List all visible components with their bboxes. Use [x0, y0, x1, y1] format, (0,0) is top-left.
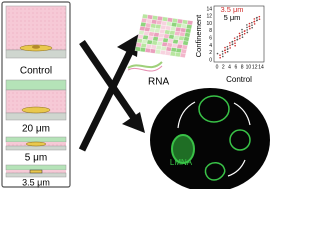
- heatmap-cell: [179, 52, 187, 58]
- nuclei: [171, 95, 251, 181]
- scatter-dot: [219, 54, 221, 56]
- scatter-dot: [246, 26, 248, 29]
- scatter-dot: [221, 50, 224, 53]
- scatter-dot: [226, 45, 229, 48]
- arrows: [78, 40, 137, 152]
- x-tick-label: 2: [222, 64, 225, 70]
- x-tick-label: 4: [228, 64, 231, 70]
- x-tick-label: 14: [258, 64, 264, 70]
- 3.5um-well: [5, 164, 67, 178]
- y-tick-label: 8: [209, 28, 212, 34]
- scatter-dot: [255, 17, 258, 19]
- x-tick-label: 6: [234, 64, 237, 70]
- scatter-dot: [241, 36, 244, 38]
- y-tick-label: 4: [209, 43, 212, 49]
- scatter-dot: [233, 37, 236, 39]
- scatter-dot: [229, 42, 231, 44]
- condition-label: Control: [20, 66, 52, 77]
- scatter-dot: [253, 18, 256, 20]
- scatter-dot: [236, 38, 238, 41]
- x-tick-label: 10: [246, 64, 252, 70]
- scatter-dot: [224, 49, 226, 52]
- control-well: [5, 5, 67, 59]
- y-tick-label: 2: [209, 50, 212, 56]
- scatter-dot: [248, 25, 251, 28]
- legend-label: 3.5 μm: [220, 5, 243, 14]
- condition-label: 5 μm: [25, 153, 47, 164]
- scatter-dot: [253, 20, 255, 23]
- scatter-dot: [248, 22, 251, 25]
- scatter-dot: [234, 39, 236, 42]
- rna-strand: [127, 65, 163, 72]
- scatter-dot: [251, 26, 253, 29]
- cycle-arrows: [177, 101, 251, 177]
- scatter-dot: [216, 52, 219, 55]
- scatter-dot: [229, 44, 231, 47]
- scatter-dot: [226, 48, 229, 50]
- scatter-dot: [234, 44, 236, 47]
- scatter-dot: [249, 27, 251, 30]
- y-axis-label: Confinement: [194, 14, 203, 57]
- rna-strand: [127, 61, 163, 69]
- scatter-dot: [243, 32, 246, 35]
- scatter-dot: [246, 24, 248, 26]
- y-tick-label: 0: [209, 57, 212, 63]
- y-tick-label: 6: [209, 35, 212, 41]
- rna-label: RNA: [148, 77, 169, 88]
- scatter-dot: [224, 51, 227, 54]
- y-tick-label: 14: [206, 6, 212, 12]
- scatter-dot: [241, 33, 244, 36]
- scatter-dot: [219, 56, 221, 59]
- scatter-points: [216, 15, 261, 59]
- scatter-dot: [229, 47, 231, 49]
- heatmap: [134, 13, 194, 58]
- scatter-dot: [231, 43, 234, 46]
- scatter-dot: [251, 24, 253, 27]
- scatter-dot: [238, 32, 241, 35]
- scatter-dot: [246, 31, 249, 34]
- y-tick-label: 12: [206, 14, 212, 20]
- scatter-dot: [226, 50, 229, 53]
- scatter-dot: [238, 35, 241, 37]
- scatter-dot: [256, 19, 258, 22]
- x-axis-label: Control: [226, 75, 252, 84]
- scatter-dot: [221, 53, 224, 55]
- arrow-head: [122, 112, 145, 133]
- x-tick-label: 0: [216, 64, 219, 70]
- y-tick-label: 10: [206, 21, 212, 27]
- arrow-head: [117, 34, 139, 57]
- x-tick-label: 8: [241, 64, 244, 70]
- scatter-dot: [236, 36, 239, 38]
- scatter-dot: [251, 21, 253, 24]
- scatter-dot: [246, 29, 248, 31]
- scatter-dot: [239, 37, 241, 40]
- imaging-field: [150, 88, 270, 192]
- scatter-dot: [224, 46, 226, 49]
- 5um-well: [5, 136, 67, 151]
- 20um-well: [5, 79, 67, 121]
- graphical-abstract: Control 20 μm 5 μm 3.5 μm RNA 3.5 μm 5 μ…: [1, 1, 270, 192]
- scatter-dot: [231, 41, 233, 43]
- legend-label: 5 μm: [224, 13, 241, 22]
- scatter-dot: [241, 28, 243, 31]
- condition-label: 3.5 μm: [22, 177, 50, 187]
- scatter-dot: [258, 15, 261, 18]
- scatter-dot: [243, 30, 246, 32]
- scatter-dot: [222, 55, 224, 58]
- x-tick-label: 12: [252, 64, 258, 70]
- condition-label: 20 μm: [22, 124, 50, 135]
- scatter-dot: [234, 42, 236, 44]
- scatter-dot: [258, 18, 261, 21]
- scatter-dot: [253, 23, 256, 25]
- scatter-dot: [241, 31, 243, 33]
- imaging-label: LMNA: [170, 158, 193, 167]
